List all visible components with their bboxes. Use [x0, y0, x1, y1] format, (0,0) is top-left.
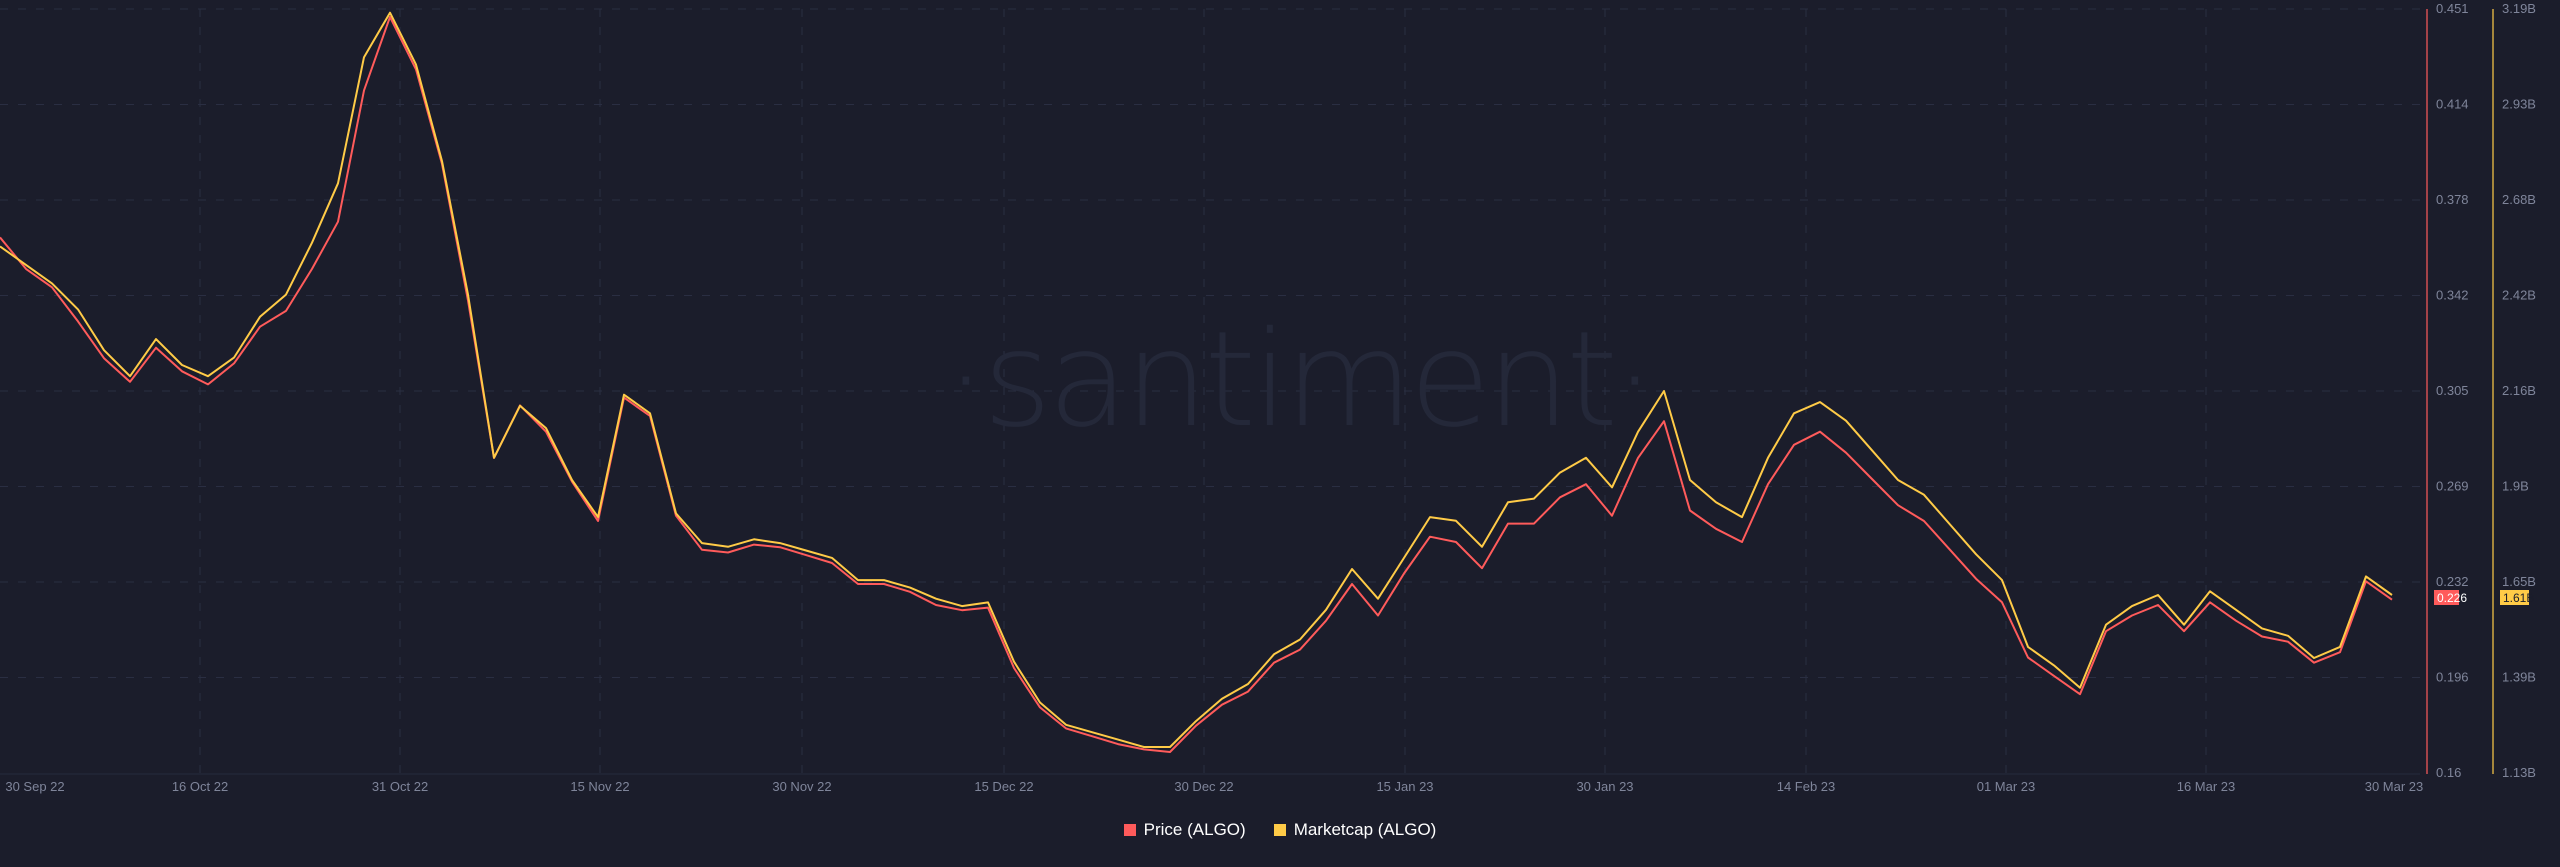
- price-line: [0, 15, 2393, 753]
- marketcap-tick-label: 2.42B: [2502, 288, 2536, 303]
- x-tick-label: 30 Jan 23: [1576, 779, 1633, 794]
- marketcap-tick-label: 2.93B: [2502, 97, 2536, 112]
- marketcap-current-badge: 1.61B: [2500, 590, 2534, 605]
- price-swatch-icon: [1123, 824, 1136, 836]
- x-tick-label: 16 Mar 23: [2177, 779, 2236, 794]
- x-tick-label: 31 Oct 22: [372, 779, 428, 794]
- price-tick-label: 0.305: [2436, 383, 2469, 398]
- marketcap-tick-label: 2.68B: [2502, 192, 2536, 207]
- marketcap-current-value: 1.61B: [2503, 591, 2534, 605]
- legend-item-price[interactable]: Price (ALGO): [1123, 820, 1246, 840]
- price-axis: 0.451 0.414 0.378 0.342 0.305 0.269 0.232 0.196…: [2436, 1, 2469, 780]
- x-axis: 30 Sep 22 16 Oct 22 31 Oct 22 15 Nov 22 30 N…: [5, 779, 2423, 794]
- x-tick-label: 30 Dec 22: [1174, 779, 1233, 794]
- legend-label-marketcap: Marketcap (ALGO): [1293, 820, 1437, 839]
- x-tick-label: 30 Nov 22: [772, 779, 831, 794]
- marketcap-tick-label: 1.39B: [2502, 670, 2536, 685]
- legend-label-price: Price (ALGO): [1143, 820, 1246, 839]
- x-tick-label: 01 Mar 23: [1977, 779, 2036, 794]
- x-tick-label: 15 Jan 23: [1376, 779, 1433, 794]
- marketcap-tick-label: 3.19B: [2502, 1, 2536, 16]
- santiment-watermark: ·santiment·: [945, 303, 1652, 457]
- price-current-value: 0.226: [2437, 591, 2467, 605]
- price-tick-label: 0.378: [2436, 192, 2469, 207]
- legend-item-marketcap[interactable]: Marketcap (ALGO): [1273, 820, 1437, 840]
- price-tick-label: 0.232: [2436, 574, 2469, 589]
- marketcap-tick-label: 2.16B: [2502, 383, 2536, 398]
- price-tick-label: 0.342: [2436, 288, 2469, 303]
- x-tick-label: 14 Feb 23: [1777, 779, 1836, 794]
- x-tick-label: 15 Nov 22: [570, 779, 629, 794]
- price-tick-label: 0.196: [2436, 670, 2469, 685]
- price-tick-label: 0.414: [2436, 97, 2469, 112]
- x-tick-label: 15 Dec 22: [974, 779, 1033, 794]
- legend: Price (ALGO) Marketcap (ALGO): [0, 820, 2560, 840]
- price-tick-label: 0.451: [2436, 1, 2469, 16]
- marketcap-tick-label: 1.13B: [2502, 765, 2536, 780]
- marketcap-tick-label: 1.9B: [2502, 479, 2529, 494]
- x-tick-label: 16 Oct 22: [172, 779, 228, 794]
- marketcap-axis: 3.19B 2.93B 2.68B 2.42B 2.16B 1.9B 1.65B 1.39B 1…: [2502, 1, 2536, 780]
- price-current-badge: 0.226: [2434, 590, 2467, 605]
- price-tick-label: 0.16: [2436, 765, 2461, 780]
- marketcap-tick-label: 1.65B: [2502, 574, 2536, 589]
- price-tick-label: 0.269: [2436, 479, 2469, 494]
- series-lines: [0, 11, 2393, 753]
- marketcap-swatch-icon: [1273, 824, 1286, 836]
- x-tick-label: 30 Sep 22: [5, 779, 64, 794]
- x-tick-label: 30 Mar 23: [2365, 779, 2424, 794]
- marketcap-line: [0, 11, 2393, 748]
